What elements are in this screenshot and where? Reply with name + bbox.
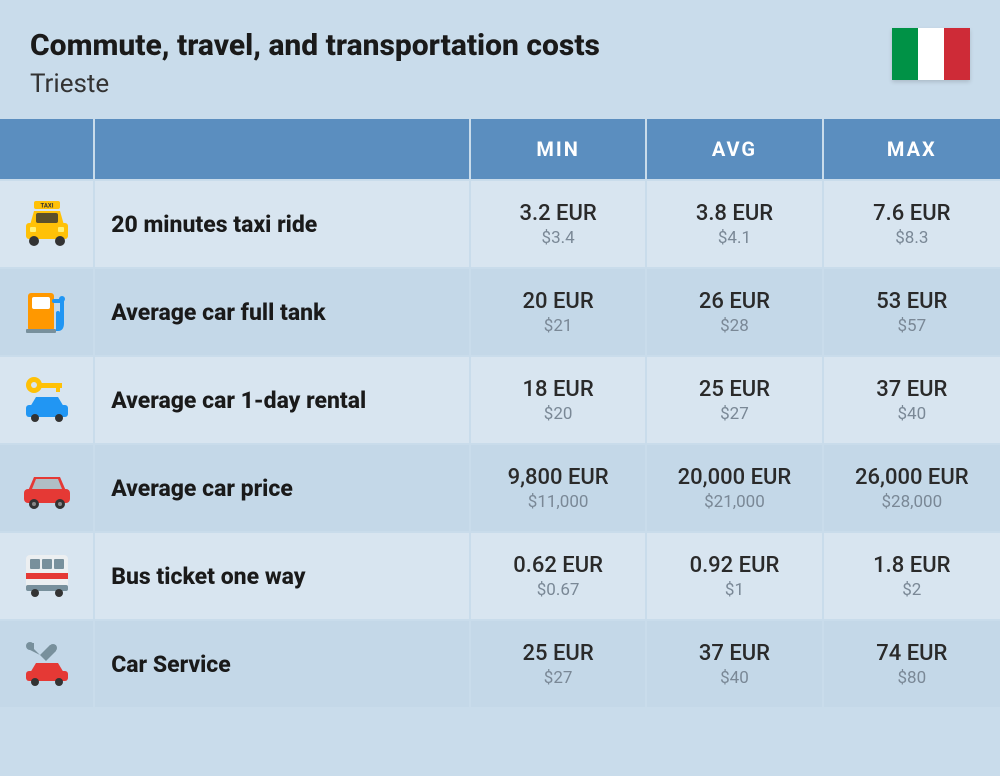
cell-max: 74 EUR$80	[824, 619, 1000, 707]
bus-icon	[20, 547, 74, 601]
cell-avg: 25 EUR$27	[647, 355, 823, 443]
avg-usd: $27	[655, 404, 813, 424]
min-eur: 9,800 EUR	[479, 465, 637, 490]
page-header: Commute, travel, and transportation cost…	[0, 0, 1000, 119]
avg-usd: $21,000	[655, 492, 813, 512]
min-eur: 20 EUR	[479, 289, 637, 314]
max-eur: 7.6 EUR	[832, 201, 992, 226]
max-usd: $28,000	[832, 492, 992, 512]
max-usd: $57	[832, 316, 992, 336]
min-usd: $11,000	[479, 492, 637, 512]
row-icon-cell	[0, 619, 95, 707]
taxi-icon	[20, 195, 74, 249]
cell-avg: 26 EUR$28	[647, 267, 823, 355]
col-min: MIN	[471, 119, 647, 179]
min-usd: $21	[479, 316, 637, 336]
cell-avg: 20,000 EUR$21,000	[647, 443, 823, 531]
table-row: Average car 1-day rental18 EUR$2025 EUR$…	[0, 355, 1000, 443]
min-usd: $20	[479, 404, 637, 424]
cell-max: 37 EUR$40	[824, 355, 1000, 443]
cell-min: 0.62 EUR$0.67	[471, 531, 647, 619]
min-usd: $0.67	[479, 580, 637, 600]
avg-eur: 26 EUR	[655, 289, 813, 314]
min-eur: 0.62 EUR	[479, 553, 637, 578]
avg-usd: $1	[655, 580, 813, 600]
cell-min: 20 EUR$21	[471, 267, 647, 355]
flag-italy-icon	[892, 28, 970, 80]
cell-max: 1.8 EUR$2	[824, 531, 1000, 619]
avg-usd: $40	[655, 668, 813, 688]
costs-table: MIN AVG MAX 20 minutes taxi ride3.2 EUR$…	[0, 119, 1000, 707]
page-subtitle: Trieste	[30, 69, 600, 99]
table-header-row: MIN AVG MAX	[0, 119, 1000, 179]
avg-eur: 0.92 EUR	[655, 553, 813, 578]
cell-max: 7.6 EUR$8.3	[824, 179, 1000, 267]
max-usd: $80	[832, 668, 992, 688]
cell-min: 9,800 EUR$11,000	[471, 443, 647, 531]
row-icon-cell	[0, 267, 95, 355]
cell-max: 53 EUR$57	[824, 267, 1000, 355]
max-usd: $8.3	[832, 228, 992, 248]
cell-min: 3.2 EUR$3.4	[471, 179, 647, 267]
max-eur: 74 EUR	[832, 641, 992, 666]
col-icon	[0, 119, 95, 179]
max-eur: 1.8 EUR	[832, 553, 992, 578]
cell-avg: 3.8 EUR$4.1	[647, 179, 823, 267]
row-icon-cell	[0, 443, 95, 531]
flag-stripe-white	[918, 28, 944, 80]
row-icon-cell	[0, 179, 95, 267]
header-text: Commute, travel, and transportation cost…	[30, 28, 600, 99]
flag-stripe-red	[944, 28, 970, 80]
car-icon	[20, 459, 74, 513]
page-title: Commute, travel, and transportation cost…	[30, 28, 600, 63]
rental-icon	[20, 371, 74, 425]
cell-min: 18 EUR$20	[471, 355, 647, 443]
row-label: Car Service	[95, 619, 471, 707]
max-eur: 37 EUR	[832, 377, 992, 402]
row-label: Average car 1-day rental	[95, 355, 471, 443]
max-eur: 26,000 EUR	[832, 465, 992, 490]
min-usd: $27	[479, 668, 637, 688]
col-max: MAX	[824, 119, 1000, 179]
max-usd: $40	[832, 404, 992, 424]
service-icon	[20, 635, 74, 689]
min-eur: 25 EUR	[479, 641, 637, 666]
max-usd: $2	[832, 580, 992, 600]
table-row: Car Service25 EUR$2737 EUR$4074 EUR$80	[0, 619, 1000, 707]
avg-usd: $28	[655, 316, 813, 336]
table-row: Average car price9,800 EUR$11,00020,000 …	[0, 443, 1000, 531]
row-icon-cell	[0, 355, 95, 443]
fuel-icon	[20, 283, 74, 337]
table-row: 20 minutes taxi ride3.2 EUR$3.43.8 EUR$4…	[0, 179, 1000, 267]
avg-usd: $4.1	[655, 228, 813, 248]
flag-stripe-green	[892, 28, 918, 80]
cell-avg: 0.92 EUR$1	[647, 531, 823, 619]
max-eur: 53 EUR	[832, 289, 992, 314]
cell-max: 26,000 EUR$28,000	[824, 443, 1000, 531]
cell-min: 25 EUR$27	[471, 619, 647, 707]
cell-avg: 37 EUR$40	[647, 619, 823, 707]
row-icon-cell	[0, 531, 95, 619]
min-eur: 18 EUR	[479, 377, 637, 402]
avg-eur: 37 EUR	[655, 641, 813, 666]
min-usd: $3.4	[479, 228, 637, 248]
row-label: Average car price	[95, 443, 471, 531]
avg-eur: 25 EUR	[655, 377, 813, 402]
row-label: Bus ticket one way	[95, 531, 471, 619]
table-row: Average car full tank20 EUR$2126 EUR$285…	[0, 267, 1000, 355]
min-eur: 3.2 EUR	[479, 201, 637, 226]
col-avg: AVG	[647, 119, 823, 179]
row-label: Average car full tank	[95, 267, 471, 355]
col-label	[95, 119, 471, 179]
avg-eur: 3.8 EUR	[655, 201, 813, 226]
avg-eur: 20,000 EUR	[655, 465, 813, 490]
row-label: 20 minutes taxi ride	[95, 179, 471, 267]
table-row: Bus ticket one way0.62 EUR$0.670.92 EUR$…	[0, 531, 1000, 619]
